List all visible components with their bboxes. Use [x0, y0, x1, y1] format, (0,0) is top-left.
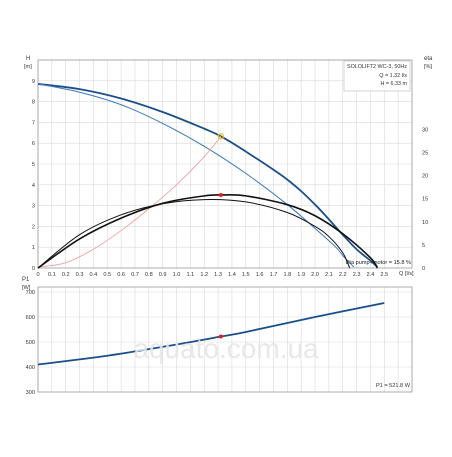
y2-tick-label: 5: [422, 243, 425, 249]
p1-tick-label: 400: [26, 365, 35, 371]
upper-series: [37, 83, 379, 269]
series-system_curve: [37, 136, 222, 268]
watermark: aquato.com.ua: [133, 333, 319, 364]
series-eta_max: [37, 194, 379, 269]
y-tick-label: 5: [32, 162, 35, 168]
upper-ticks: 0 0.1 0.2 0.3 0.4 0.5 0.6 0.7 0.8 0.9 1.0 1.1 1.2 1.3…: [32, 79, 428, 278]
x-tick-label: 1.9: [297, 272, 305, 278]
y2-tick-label: 10: [422, 220, 428, 226]
operating-point-efficiency: [218, 192, 223, 197]
lower-grid: [37, 287, 413, 392]
y-tick-label: 1: [32, 245, 35, 251]
y2-axis-unit: [%]: [424, 64, 433, 70]
y2-tick-label: 30: [422, 127, 428, 133]
y2-tick-label: 20: [422, 174, 428, 180]
x-tick-label: 1.7: [270, 272, 278, 278]
upper-plot-frame: [37, 59, 413, 269]
p1-axis-unit: [W]: [22, 285, 31, 291]
y-tick-label: 3: [32, 204, 35, 210]
y2-tick-label: 15: [422, 197, 428, 203]
operating-point-head: [217, 133, 225, 140]
series-h_max: [37, 83, 378, 268]
x-tick-label: 0.8: [145, 272, 153, 278]
p1-axis-label: P1: [22, 277, 30, 283]
y2-tick-label: 0: [422, 266, 425, 272]
x-tick-label: 0.6: [117, 272, 125, 278]
x-tick-label: 2.3: [353, 272, 361, 278]
x-tick-label: 1.4: [228, 272, 236, 278]
x-tick-label: 0.4: [90, 272, 98, 278]
power-annotation: P1 = 521.8 W: [376, 383, 411, 389]
x-tick-label: 2.4: [367, 272, 375, 278]
efficiency-annotation: Eta pump+motor = 15.8 %: [346, 260, 411, 266]
y-tick-label: 2: [32, 224, 35, 230]
lower-series: [37, 302, 385, 366]
x-tick-label: 2.5: [380, 272, 388, 278]
y2-axis-label: eta: [424, 56, 433, 62]
operating-head-label: H = 6.33 m: [380, 81, 407, 87]
y-tick-label: 4: [32, 183, 35, 189]
y-tick-label: 0: [32, 266, 35, 272]
y-tick-label: 9: [32, 79, 35, 85]
x-tick-label: 1.0: [173, 272, 181, 278]
x-tick-label: 1.2: [200, 272, 208, 278]
x-tick-label: 0.1: [48, 272, 56, 278]
upper-axes: [37, 59, 413, 269]
x-tick-label: 1.5: [242, 272, 250, 278]
model-info-frame: [343, 60, 411, 92]
x-tick-label: 2.0: [311, 272, 319, 278]
lower-plot-frame: [37, 286, 413, 393]
model-info-box: SOLOLIFT2 WC-3, 50Hz Q = 1.32 l/s H = 6.…: [343, 60, 411, 92]
x-tick-label: 0.3: [76, 272, 84, 278]
x-tick-label: 0.2: [62, 272, 70, 278]
x-tick-label: 0.9: [159, 272, 167, 278]
x-tick-label: 1.1: [186, 272, 194, 278]
lower-ticks: 300 400 500 600 700: [26, 290, 35, 396]
y-tick-label: 8: [32, 100, 35, 106]
p1-tick-label: 500: [26, 340, 35, 346]
operating-point-power: [218, 334, 223, 339]
y-tick-label: 7: [32, 120, 35, 126]
lower-axes: [37, 286, 413, 393]
series-h_min: [37, 83, 355, 268]
x-tick-label: 1.3: [214, 272, 222, 278]
x-tick-label: 1.8: [283, 272, 291, 278]
x-tick-label: 1.6: [256, 272, 264, 278]
x-tick-label: 2.1: [325, 272, 333, 278]
p1-tick-label: 300: [26, 390, 35, 396]
p1-tick-label: 700: [26, 290, 35, 296]
y-tick-label: 6: [32, 141, 35, 147]
x-tick-label: 0.7: [131, 272, 139, 278]
x-tick-label: 0: [36, 272, 39, 278]
x-axis-label: Q [l/s]: [399, 271, 414, 277]
series-eta_min: [37, 199, 351, 269]
y-axis-label: H: [26, 56, 30, 62]
x-tick-label: 0.5: [103, 272, 111, 278]
model-label: SOLOLIFT2 WC-3, 50Hz: [347, 64, 407, 70]
p1-tick-label: 600: [26, 315, 35, 321]
y-axis-unit: [m]: [24, 64, 32, 70]
operating-flow-label: Q = 1.32 l/s: [379, 73, 407, 79]
y2-tick-label: 25: [422, 150, 428, 156]
x-tick-label: 2.2: [339, 272, 347, 278]
